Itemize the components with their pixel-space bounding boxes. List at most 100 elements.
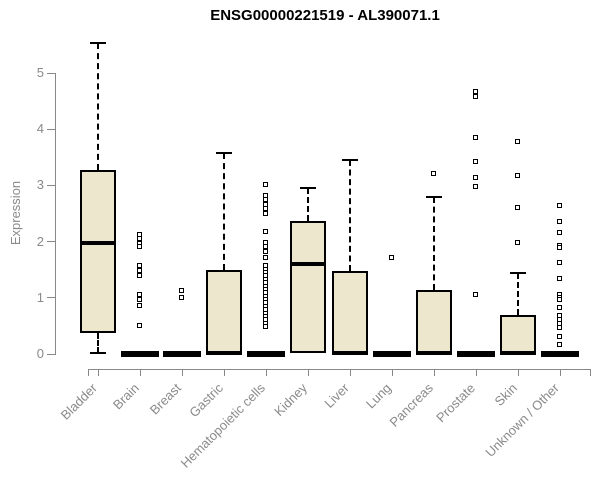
outlier-point (263, 182, 268, 188)
outlier-point (473, 291, 478, 297)
outlier-point (137, 244, 142, 250)
outlier-point (515, 240, 520, 246)
outlier-point (557, 245, 562, 251)
x-tick (350, 369, 351, 376)
box (332, 270, 368, 354)
box (500, 314, 536, 354)
outlier-point (179, 294, 184, 300)
lower-whisker-cap (90, 351, 106, 354)
y-tick (47, 128, 55, 130)
outlier-point (557, 334, 562, 340)
upper-whisker (97, 43, 99, 171)
upper-whisker (223, 152, 225, 271)
collapsed-box (247, 351, 285, 357)
y-tick (47, 353, 55, 355)
x-tick (140, 369, 141, 376)
outlier-point (263, 324, 268, 330)
outlier-point (137, 273, 142, 279)
y-tick-label: 3 (36, 177, 44, 193)
x-tick (560, 369, 561, 376)
x-tick (518, 369, 519, 376)
outlier-point (137, 302, 142, 308)
outlier-point (431, 171, 436, 177)
upper-whisker (349, 159, 351, 271)
outlier-point (263, 210, 268, 216)
outlier-point (557, 342, 562, 347)
upper-whisker-cap (300, 186, 316, 189)
outlier-point (473, 94, 478, 100)
outlier-point (473, 175, 478, 181)
outlier-point (263, 229, 268, 235)
outlier-point (557, 230, 562, 236)
median-line (290, 262, 326, 267)
outlier-point (557, 297, 562, 303)
x-axis-end-tick (590, 369, 591, 376)
outlier-point (137, 322, 142, 328)
upper-whisker-cap (216, 151, 232, 154)
outlier-point (263, 255, 268, 261)
outlier-point (137, 297, 142, 303)
outlier-point (557, 304, 562, 310)
upper-whisker-cap (426, 196, 442, 199)
x-tick-label: Unknown / Other (482, 380, 562, 460)
outlier-point (473, 158, 478, 164)
x-tick (308, 369, 309, 376)
x-tick (266, 369, 267, 376)
collapsed-box (373, 351, 411, 357)
x-tick (434, 369, 435, 376)
box (290, 221, 326, 353)
x-tick (224, 369, 225, 376)
median-line (500, 350, 536, 355)
x-tick (392, 369, 393, 376)
outlier-point (557, 259, 562, 265)
x-tick (98, 369, 99, 376)
collapsed-box (541, 351, 579, 357)
outlier-point (263, 248, 268, 254)
outlier-point (137, 263, 142, 269)
y-tick-label: 0 (36, 346, 44, 361)
chart-title: ENSG00000221519 - AL390071.1 (210, 7, 440, 24)
y-tick (47, 184, 55, 186)
outlier-point (515, 204, 520, 210)
y-tick (47, 72, 55, 74)
y-tick-label: 2 (36, 233, 44, 249)
y-tick-label: 5 (36, 65, 44, 80)
outlier-point (473, 184, 478, 190)
x-tick (182, 369, 183, 376)
outlier-point (473, 88, 478, 94)
upper-whisker-cap (342, 158, 358, 161)
box (416, 289, 452, 354)
median-line (332, 350, 368, 355)
collapsed-box (457, 351, 495, 357)
outlier-point (137, 291, 142, 297)
x-axis-line (88, 369, 590, 370)
outlier-point (557, 218, 562, 224)
outlier-point (515, 172, 520, 178)
upper-whisker-cap (90, 42, 106, 45)
outlier-point (557, 324, 562, 330)
median-line (416, 350, 452, 355)
y-tick (47, 241, 55, 243)
upper-whisker (307, 187, 309, 222)
box (80, 170, 116, 334)
collapsed-box (163, 351, 201, 357)
upper-whisker (517, 273, 519, 315)
x-tick (476, 369, 477, 376)
outlier-point (557, 203, 562, 209)
y-tick (47, 297, 55, 299)
median-line (80, 240, 116, 245)
upper-whisker-cap (510, 272, 526, 275)
y-axis-line (55, 73, 56, 355)
outlier-point (137, 268, 142, 274)
collapsed-box (121, 351, 159, 357)
lower-whisker (97, 333, 99, 353)
y-tick-label: 4 (36, 121, 44, 137)
outlier-point (515, 139, 520, 145)
x-axis-end-tick (88, 369, 89, 376)
upper-whisker (433, 197, 435, 290)
outlier-point (557, 276, 562, 282)
outlier-point (389, 254, 394, 260)
y-tick-label: 1 (36, 289, 44, 305)
box (206, 270, 242, 354)
